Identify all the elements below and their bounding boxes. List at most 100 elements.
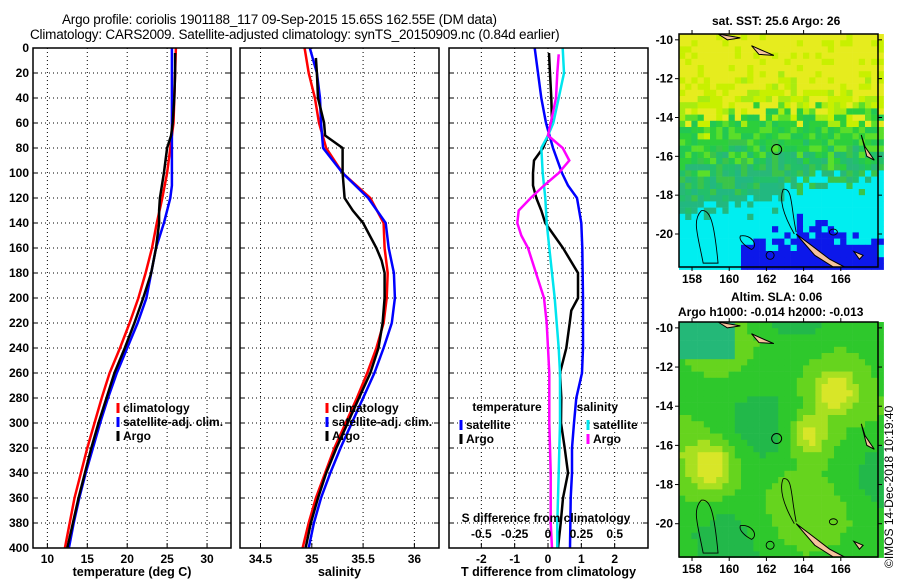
map-cell (852, 427, 860, 434)
map-cell (703, 65, 711, 72)
map-cell (821, 353, 829, 360)
map-cell (803, 195, 810, 202)
map-cell (691, 257, 698, 264)
map-cell (716, 501, 723, 509)
map-cell (679, 526, 686, 534)
map-cell (697, 514, 705, 521)
map-cell (747, 402, 754, 410)
map-cell (784, 470, 791, 478)
map-cell (877, 189, 884, 196)
map-cell (809, 164, 816, 171)
map-cell (679, 489, 686, 496)
map-cell (858, 58, 866, 66)
map-cell (877, 34, 884, 41)
map-cell (840, 151, 847, 159)
map-cell (796, 501, 804, 509)
map-cell (722, 551, 729, 558)
map-cell (834, 427, 841, 434)
map-cell (784, 433, 791, 441)
map-cell (809, 226, 816, 233)
map-cell (685, 71, 692, 78)
map-cell (809, 170, 816, 177)
series-climatology (301, 47, 389, 549)
map-cell (691, 495, 698, 503)
map-cell (697, 96, 705, 103)
map-cell (790, 151, 798, 159)
map-cell (772, 346, 779, 354)
map-cell (871, 328, 878, 335)
map-cell (778, 458, 785, 465)
map-cell (728, 158, 736, 165)
map-cell (691, 77, 698, 84)
map-cell (753, 477, 760, 484)
map-cell (877, 244, 884, 252)
map-cell (716, 439, 723, 447)
map-cell (679, 446, 686, 453)
map-cell (716, 164, 723, 171)
map-cell (815, 371, 822, 379)
map-cell (734, 232, 742, 239)
title-line-2: Climatology: CARS2009. Satellite-adjuste… (30, 27, 560, 42)
map-cell (871, 458, 878, 465)
map-cell (697, 120, 705, 128)
map-cell (728, 439, 736, 447)
map-cell (778, 390, 785, 397)
map-cell (685, 470, 692, 478)
map-cell (809, 489, 816, 496)
map-cell (846, 514, 853, 521)
map-cell (691, 58, 698, 66)
map-cell (803, 439, 810, 447)
map-cell (765, 108, 773, 115)
map-cell (710, 34, 717, 41)
map-cell (871, 365, 878, 372)
map-cell (741, 346, 748, 354)
map-cell (759, 532, 767, 540)
map-cell (827, 353, 835, 360)
map-cell (716, 238, 723, 246)
map-cell (846, 415, 853, 422)
x-tick-label: 35 (305, 552, 319, 566)
map-cell (877, 539, 884, 546)
map-cell (827, 477, 835, 484)
map-cell (858, 384, 866, 391)
map-cell (852, 244, 860, 252)
map-cell (753, 526, 760, 534)
map-cell (772, 213, 779, 221)
map-cell (815, 89, 822, 97)
legend-label: Argo (332, 429, 360, 443)
map-cell (827, 195, 835, 202)
map-cell (778, 182, 785, 190)
map-cell (803, 226, 810, 233)
map-cell (697, 257, 705, 264)
series-salinity-satellite (540, 47, 566, 548)
map-cell (877, 328, 884, 335)
map-cell (691, 226, 698, 233)
map-cell (691, 371, 698, 379)
map-cell (728, 384, 736, 391)
map-cell (858, 164, 866, 171)
map-cell (703, 189, 711, 196)
map-cell (728, 244, 736, 252)
map-cell (679, 189, 686, 196)
map-cell (691, 545, 698, 552)
map-cell (809, 526, 816, 534)
map-cell (691, 439, 698, 447)
y-tick-label: 380 (9, 516, 29, 530)
map-cell (722, 176, 729, 184)
map-cell (790, 46, 798, 53)
map-cell (809, 213, 816, 221)
map-cell (716, 34, 723, 41)
map-cell (852, 182, 860, 190)
map-cell (710, 526, 717, 534)
map-cell (871, 452, 878, 459)
map-cell (778, 545, 785, 552)
map-cell (753, 71, 760, 78)
map-cell (877, 446, 884, 453)
map-cell (753, 195, 760, 202)
map-cell (834, 396, 841, 403)
map-cell (784, 201, 791, 208)
map-cell (772, 145, 779, 153)
map-cell (852, 464, 860, 472)
map-cell (703, 52, 711, 60)
map-cell (852, 508, 860, 515)
